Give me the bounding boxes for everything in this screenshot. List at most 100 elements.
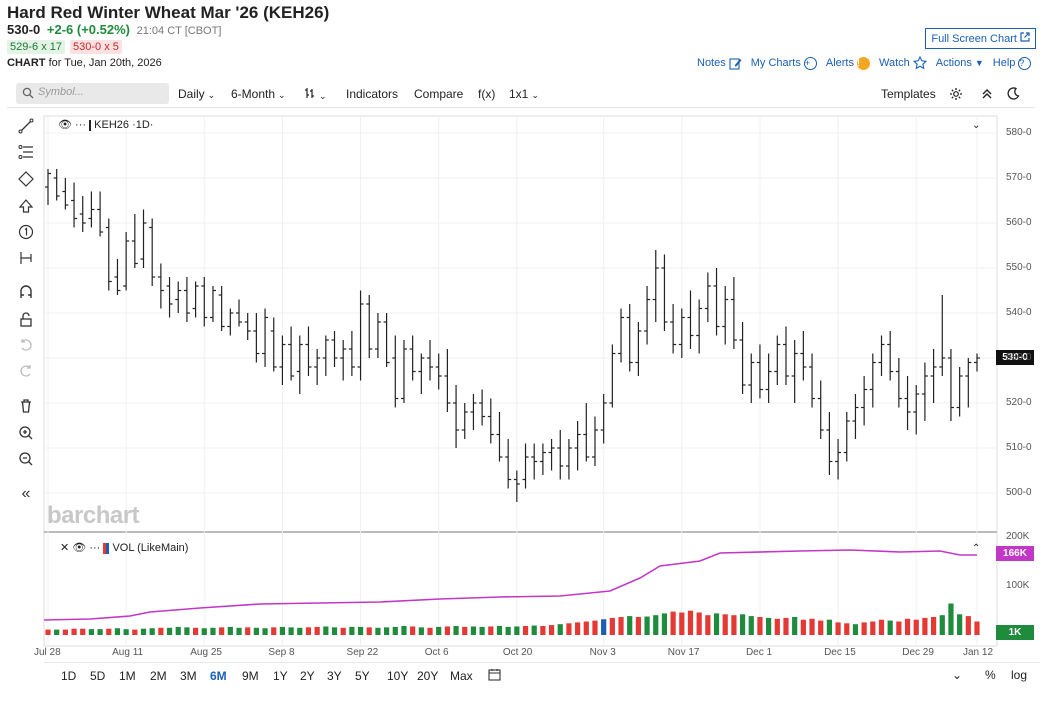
ohlc-bar — [696, 299, 703, 354]
volume-bar — [80, 628, 86, 635]
collapse-button[interactable] — [981, 87, 993, 102]
eye-icon[interactable]: 👁 — [72, 542, 87, 554]
undo-button[interactable] — [16, 337, 36, 357]
range-label: 6-Month — [231, 87, 276, 101]
range-3m[interactable]: 3M — [180, 669, 197, 683]
my-charts-link[interactable]: My Charts + — [751, 56, 817, 70]
volume-chevron-up-icon[interactable]: ⌃ — [972, 543, 981, 554]
notes-label: Notes — [697, 57, 726, 69]
ohlc-bar — [730, 277, 737, 349]
time-tick-label: Nov 17 — [667, 647, 700, 658]
percent-toggle[interactable]: % — [985, 668, 996, 682]
range-3y[interactable]: 3Y — [327, 669, 342, 683]
actions-menu[interactable]: Actions ▼ — [936, 57, 984, 69]
range-6m[interactable]: 6M — [210, 669, 227, 683]
templates-button[interactable]: Templates — [881, 87, 936, 101]
arrow-up-icon — [18, 199, 34, 213]
volume-bar — [514, 626, 520, 635]
ohlc-bar — [531, 443, 538, 480]
date-picker-button[interactable] — [488, 668, 501, 686]
more-dots-icon[interactable]: ··· — [75, 119, 87, 131]
volume-bar — [192, 627, 199, 635]
indicators-button[interactable]: Indicators — [346, 87, 399, 101]
time-tick-label: Dec 1 — [745, 647, 773, 658]
watch-link[interactable]: Watch — [879, 56, 927, 70]
range-max[interactable]: Max — [450, 669, 473, 683]
ohlc-bar — [392, 335, 399, 408]
price-tick-label: 520-0 — [1006, 397, 1032, 408]
symbol-search-input[interactable]: Symbol... — [16, 83, 169, 104]
ohlc-bar — [965, 358, 972, 408]
alerts-link[interactable]: Alerts! — [826, 56, 870, 70]
volume-bar — [670, 611, 676, 635]
log-toggle[interactable]: log — [1011, 668, 1028, 682]
chart-type-dropdown[interactable]: ⌄ — [304, 87, 327, 102]
annotation-tool[interactable] — [16, 224, 36, 244]
arrow-tool[interactable] — [16, 198, 36, 218]
period-dropdown[interactable]: Daily ⌄ — [178, 87, 215, 101]
close-icon[interactable]: ✕ — [60, 542, 70, 554]
moon-icon — [1007, 87, 1020, 100]
shape-tool[interactable] — [16, 171, 36, 191]
eye-icon[interactable]: 👁 — [58, 119, 72, 131]
range-5y[interactable]: 5Y — [355, 669, 370, 683]
chart-date: CHART for Tue, Jan 20th, 2026 — [7, 57, 162, 69]
range-1d[interactable]: 1D — [61, 669, 77, 683]
lock-tool[interactable] — [16, 311, 36, 331]
time-tick-label: Oct 20 — [502, 647, 533, 658]
volume-bar — [548, 625, 555, 635]
range-9m[interactable]: 9M — [242, 669, 259, 683]
range-1y[interactable]: 1Y — [273, 669, 288, 683]
volume-bar — [401, 626, 407, 635]
range-10y[interactable]: 10Y — [387, 669, 409, 683]
help-link[interactable]: Help? — [993, 56, 1032, 70]
trendline-tool[interactable] — [16, 118, 36, 138]
ohlc-bar — [939, 295, 946, 376]
time-tick-label: Sep 8 — [268, 647, 295, 658]
expand-down-icon[interactable]: ⌄ — [952, 668, 963, 682]
zoom-in-button[interactable] — [16, 425, 36, 445]
ohlc-bar — [974, 353, 980, 372]
legend-chevron-down-icon[interactable]: ⌄ — [972, 120, 981, 131]
volume-bar — [496, 626, 503, 635]
more-dots-icon[interactable]: ··· — [89, 542, 101, 554]
volume-legend[interactable]: ✕ 👁 ··· VOL (LikeMain) — [60, 541, 188, 554]
range-2m[interactable]: 2M — [150, 669, 167, 683]
ohlc-bar — [374, 313, 381, 358]
magnet-tool[interactable] — [16, 284, 36, 304]
measure-tool[interactable] — [16, 250, 36, 270]
volume-bar — [870, 621, 876, 635]
volume-bar — [45, 629, 51, 635]
ohlc-bar — [71, 182, 78, 228]
chart-toolbar: Symbol... Daily ⌄ 6-Month ⌄ ⌄ Indicators C… — [7, 78, 1035, 108]
redo-button[interactable] — [16, 363, 36, 383]
dark-mode-toggle[interactable] — [1007, 87, 1020, 103]
range-1m[interactable]: 1M — [119, 669, 136, 683]
range-5d[interactable]: 5D — [90, 669, 106, 683]
function-button[interactable]: f(x) — [478, 87, 496, 101]
range-dropdown[interactable]: 6-Month ⌄ — [231, 87, 286, 101]
help-icon: ? — [1018, 56, 1032, 70]
compare-button[interactable]: Compare — [414, 87, 464, 101]
zoom-out-button[interactable] — [16, 451, 36, 471]
delete-drawings-button[interactable] — [16, 398, 36, 418]
notes-link[interactable]: Notes — [697, 57, 742, 70]
ohlc-bar — [800, 331, 807, 381]
range-20y[interactable]: 20Y — [417, 669, 439, 683]
ohlc-bar — [782, 326, 789, 385]
volume-tag: 1K — [996, 625, 1034, 640]
fibonacci-tool[interactable] — [16, 144, 36, 164]
layout-dropdown[interactable]: 1x1 ⌄ — [509, 87, 539, 101]
ohlc-bar — [496, 412, 503, 462]
ohlc-bar — [661, 254, 668, 331]
ohlc-bar — [453, 385, 460, 448]
volume-bar — [349, 626, 355, 635]
price-legend[interactable]: 👁 ··· KEH26 ·1D· — [58, 118, 153, 131]
ohlc-bar — [175, 281, 182, 313]
collapse-toolbar-button[interactable]: « — [16, 485, 36, 505]
range-2y[interactable]: 2Y — [300, 669, 315, 683]
volume-bar — [531, 625, 537, 635]
full-screen-chart-button[interactable]: Full Screen Chart — [925, 28, 1036, 49]
settings-button[interactable] — [949, 87, 963, 104]
